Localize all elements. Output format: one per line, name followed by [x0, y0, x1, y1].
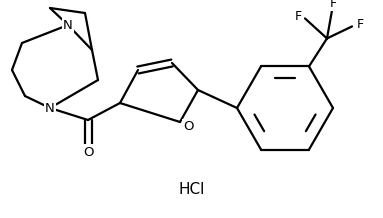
Text: HCl: HCl [179, 182, 205, 198]
Text: N: N [63, 19, 73, 31]
Text: F: F [357, 18, 363, 31]
Text: N: N [45, 102, 55, 114]
Text: F: F [295, 10, 301, 23]
Text: O: O [83, 145, 93, 158]
Text: F: F [329, 0, 337, 10]
Text: O: O [183, 121, 193, 133]
